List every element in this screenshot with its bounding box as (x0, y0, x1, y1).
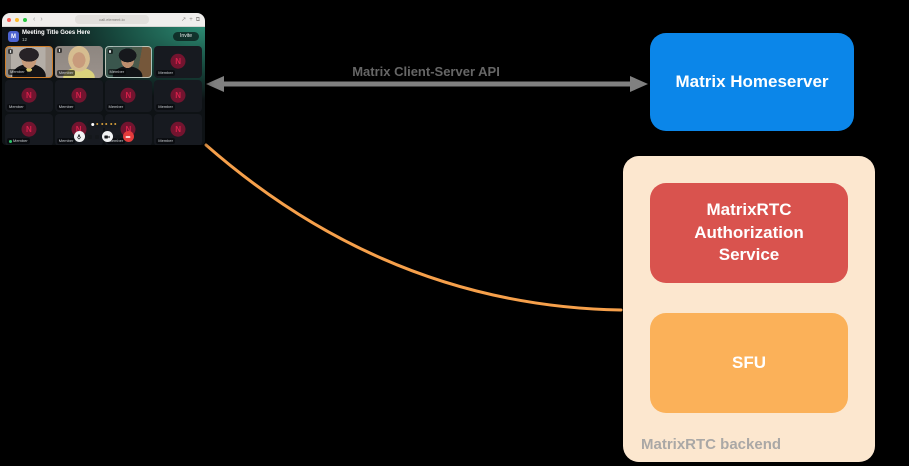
mic-status-icon (107, 49, 113, 54)
camera-icon (104, 135, 110, 138)
call-controls (73, 131, 134, 142)
new-tab-icon[interactable]: + (189, 16, 193, 23)
page-dot (105, 123, 108, 125)
zoom-window-button[interactable] (23, 17, 27, 22)
mic-status-icon (8, 49, 13, 54)
participant-name: Member (156, 104, 175, 110)
hangup-button[interactable] (122, 131, 134, 142)
video-tile[interactable]: N Member (5, 80, 53, 112)
browser-window: ‹ › call.element.io ↗ + ⧉ M Meeting Titl… (2, 13, 205, 145)
room-meta: Meeting Title Goes Here 12 (22, 30, 90, 42)
tabs-icon[interactable]: ⧉ (195, 16, 200, 23)
address-bar[interactable]: call.element.io (74, 15, 149, 24)
call-header: M Meeting Title Goes Here 12 Invite (2, 27, 205, 46)
video-tile[interactable]: Member (5, 46, 53, 78)
participant-avatar: N (170, 87, 186, 103)
mic-status-icon (56, 48, 62, 53)
camera-button[interactable] (101, 131, 113, 142)
invite-button[interactable]: Invite (173, 32, 199, 41)
page-dot (109, 123, 112, 125)
room-title[interactable]: Meeting Title Goes Here (22, 30, 91, 37)
mic-button[interactable] (73, 131, 85, 142)
homeserver-label: Matrix Homeserver (675, 72, 829, 91)
client-sfu-connector-curve (204, 143, 623, 312)
participant-name: Member (7, 104, 26, 110)
share-icon[interactable]: ↗ (181, 16, 187, 23)
participant-name: Member (106, 104, 126, 110)
video-tile[interactable]: N Member (54, 80, 103, 112)
authorization-service-box: MatrixRTC Authorization Service (650, 183, 848, 283)
participant-count: 12 (22, 37, 28, 43)
mic-icon (76, 133, 82, 139)
browser-titlebar: ‹ › call.element.io ↗ + ⧉ (2, 13, 205, 27)
participant-name: Member (156, 138, 175, 144)
video-tile[interactable]: N Member (104, 80, 153, 112)
page-dot (114, 123, 117, 125)
call-app: M Meeting Title Goes Here 12 Invite Memb… (2, 27, 205, 145)
video-tile[interactable]: N Member (5, 114, 53, 145)
participant-avatar: N (170, 121, 186, 137)
mic-options-chevron-icon[interactable] (87, 134, 92, 139)
participant-name-text: Member (13, 138, 28, 143)
matrixrtc-backend-container: MatrixRTC Authorization Service SFU Matr… (623, 156, 875, 462)
screenshare-icon[interactable] (94, 134, 99, 139)
room-avatar: M (8, 31, 19, 42)
hangup-phone-icon (125, 135, 131, 138)
page-dot (96, 123, 99, 125)
participant-avatar: N (120, 87, 136, 103)
video-tile[interactable]: Member (54, 46, 103, 78)
pagination-dots[interactable] (86, 120, 121, 128)
participant-avatar: N (170, 53, 186, 69)
sfu-label: SFU (732, 352, 766, 372)
video-tile[interactable]: N Member (154, 46, 202, 78)
participant-name: Member (56, 70, 76, 76)
more-options-icon[interactable] (115, 134, 120, 139)
participant-avatar: N (71, 87, 87, 103)
participant-name: Member (156, 70, 175, 76)
api-arrow-label: Matrix Client-Server API (352, 64, 500, 79)
participant-name: Member (7, 138, 30, 144)
homeserver-box: Matrix Homeserver (650, 33, 854, 131)
participant-avatar: N (21, 87, 37, 103)
video-tile[interactable]: N Member (154, 80, 202, 112)
forward-icon[interactable]: › (40, 16, 43, 23)
page-dot (100, 123, 103, 125)
video-tile[interactable]: Member (104, 46, 153, 78)
participant-name: Member (56, 104, 76, 110)
participant-name: Member (106, 138, 126, 144)
video-grid: Member Member Member N Member N Member (5, 46, 202, 145)
sfu-box: SFU (650, 313, 848, 413)
participant-name: Member (56, 138, 76, 144)
participant-name: Member (107, 69, 127, 75)
backend-caption: MatrixRTC backend (641, 436, 782, 453)
presence-dot (9, 139, 12, 143)
video-tile[interactable]: N Member (154, 114, 202, 145)
close-window-button[interactable] (7, 17, 11, 22)
page-dot-active (90, 122, 94, 126)
back-icon[interactable]: ‹ (33, 16, 36, 23)
participant-avatar: N (21, 121, 37, 137)
minimize-window-button[interactable] (15, 17, 19, 22)
participant-name: Member (8, 69, 27, 75)
authorization-service-label: MatrixRTC Authorization Service (694, 199, 804, 265)
